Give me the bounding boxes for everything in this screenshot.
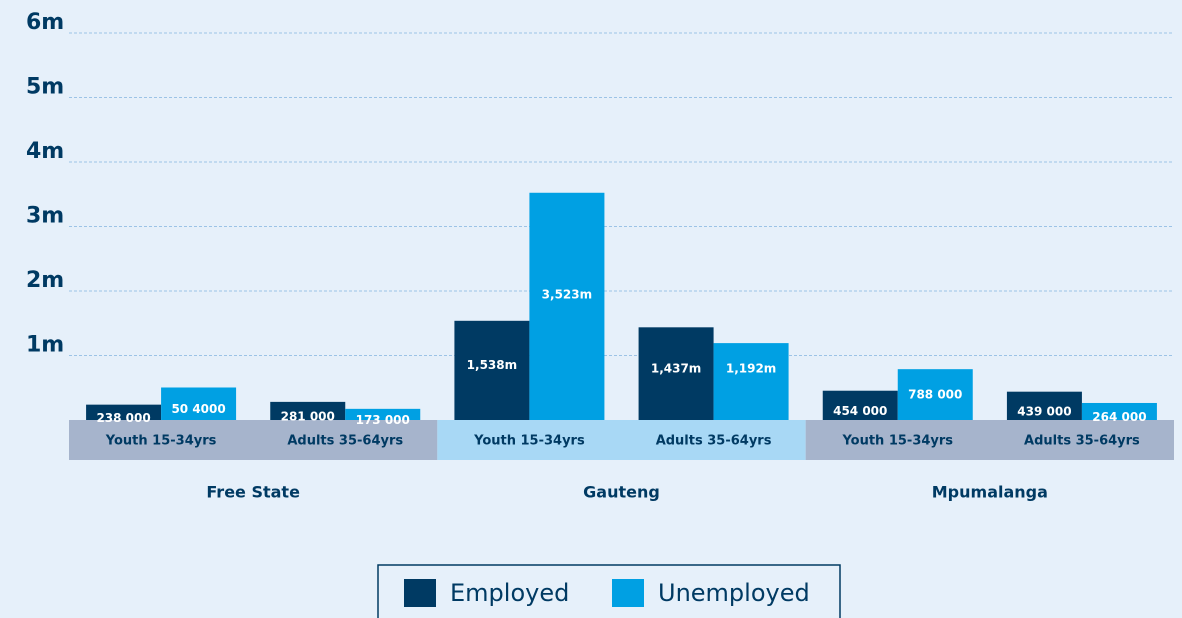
group-label: Free State xyxy=(206,483,300,502)
x-tick-label: Youth 15-34yrs xyxy=(841,434,953,449)
legend-swatch xyxy=(404,579,436,607)
x-tick-label: Youth 15-34yrs xyxy=(105,434,217,449)
x-tick-label: Adults 35-64yrs xyxy=(287,434,403,449)
x-tick-label: Adults 35-64yrs xyxy=(656,434,772,449)
value-label: 281 000 xyxy=(281,409,335,423)
value-label: 1,538m xyxy=(467,358,517,372)
legend-box xyxy=(377,564,841,618)
y-tick-label: 3m xyxy=(26,204,64,229)
bar xyxy=(161,387,237,420)
value-label: 238 000 xyxy=(96,411,150,425)
y-tick-label: 6m xyxy=(26,10,64,35)
bar xyxy=(638,327,714,420)
value-label: 454 000 xyxy=(833,404,887,418)
bar xyxy=(1006,391,1082,420)
group-strip xyxy=(805,420,1174,460)
bar xyxy=(822,390,898,420)
y-tick-label: 4m xyxy=(26,139,64,164)
value-label: 1,437m xyxy=(651,362,701,376)
legend-label: Unemployed xyxy=(658,579,810,607)
value-label: 173 000 xyxy=(356,413,410,427)
value-label: 50 4000 xyxy=(171,402,225,416)
x-tick-label: Youth 15-34yrs xyxy=(473,434,585,449)
value-label: 788 000 xyxy=(908,388,962,402)
bar xyxy=(529,192,605,420)
group-label: Mpumalanga xyxy=(932,483,1048,502)
group-label: Gauteng xyxy=(583,483,660,502)
group-strip xyxy=(437,420,806,460)
bar xyxy=(454,320,530,420)
bar xyxy=(345,408,421,420)
value-label: 1,192m xyxy=(726,362,776,376)
y-tick-label: 1m xyxy=(26,333,64,358)
legend-label: Employed xyxy=(450,579,569,607)
bar xyxy=(713,343,789,420)
bar xyxy=(897,369,973,420)
bar xyxy=(270,401,346,420)
legend-swatch xyxy=(612,579,644,607)
x-tick-label: Adults 35-64yrs xyxy=(1024,434,1140,449)
value-label: 264 000 xyxy=(1092,410,1146,424)
group-strip xyxy=(69,420,438,460)
y-tick-label: 5m xyxy=(26,75,64,100)
bar xyxy=(86,404,162,420)
y-tick-label: 2m xyxy=(26,268,64,293)
value-label: 439 000 xyxy=(1017,404,1071,418)
bar xyxy=(1081,402,1157,420)
value-label: 3,523m xyxy=(542,288,592,302)
